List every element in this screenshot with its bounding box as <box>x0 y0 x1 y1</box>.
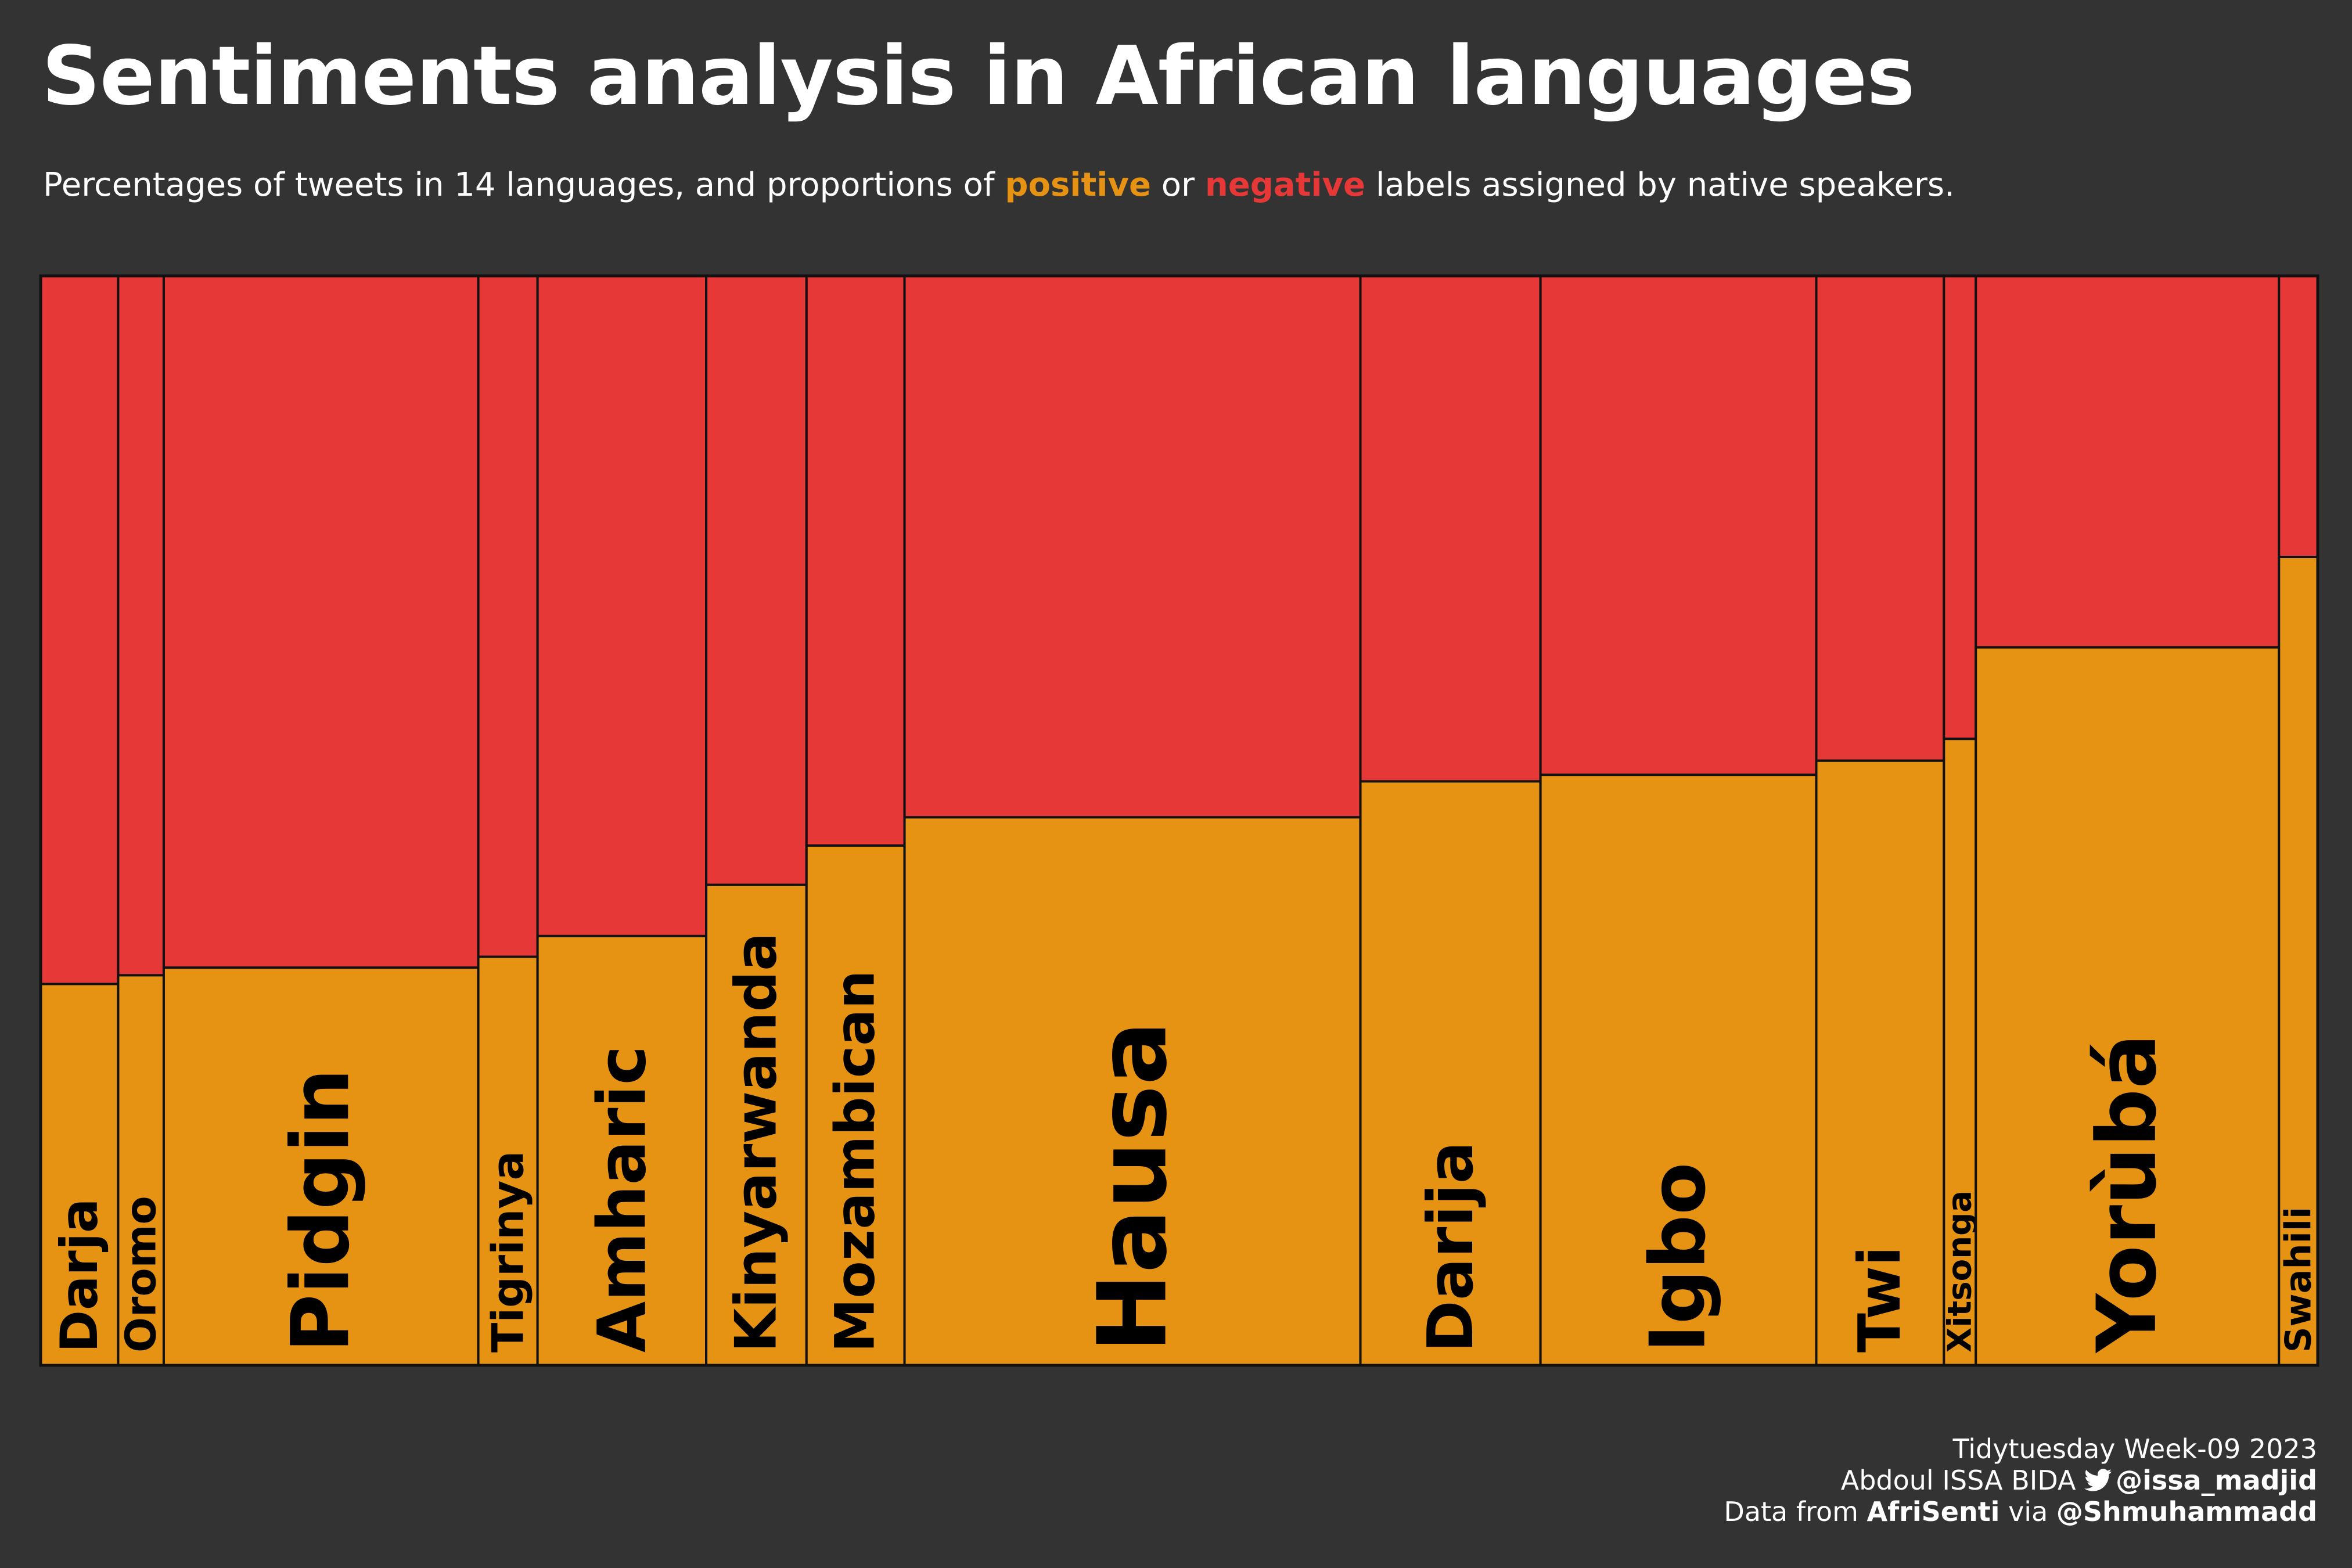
subtitle-middle: or <box>1150 166 1205 204</box>
mosaic-frame <box>39 274 2319 1367</box>
mosaic-column-igbo: Igbo <box>1539 275 1818 1366</box>
language-label-igbo: Igbo <box>1634 1162 1723 1353</box>
positive-segment-yoruba <box>1975 646 2281 1366</box>
positive-segment-xitsonga <box>1943 738 1977 1366</box>
mosaic-column-mozambican: Mozambican <box>805 275 906 1366</box>
caption-data-via: via <box>1999 1496 2056 1527</box>
language-label-twi: Twi <box>1847 1246 1914 1353</box>
subtitle-suffix: labels assigned by native speakers. <box>1365 166 1955 204</box>
mosaic-column-darija: Darija <box>1359 275 1542 1366</box>
mosaic-column-twi: Twi <box>1815 275 1945 1366</box>
positive-segment-oromo <box>117 974 165 1366</box>
language-label-darja: Darja <box>49 1199 109 1353</box>
caption-line-data: Data from AfriSenti via @Shmuhammadd <box>1724 1496 2317 1527</box>
subtitle-negative-keyword: negative <box>1204 166 1366 204</box>
negative-segment-darija <box>1359 275 1542 783</box>
caption-line-event: Tidytuesday Week-09 2023 <box>1952 1433 2317 1465</box>
negative-segment-tigrinya <box>477 275 539 958</box>
positive-segment-twi <box>1815 759 1945 1366</box>
mosaic-column-amharic: Amharic <box>536 275 708 1366</box>
mosaic-column-swahili: Swahili <box>2278 275 2319 1366</box>
language-label-kinyarwanda: Kinyarwanda <box>723 932 789 1353</box>
language-label-darija: Darija <box>1414 1141 1487 1353</box>
caption-handle[interactable]: @issa_madjid <box>2116 1465 2317 1496</box>
language-label-yoruba: Yorùbá <box>2080 1034 2175 1354</box>
positive-segment-tigrinya <box>477 955 539 1366</box>
mosaic-column-yoruba: Yorùbá <box>1975 275 2281 1366</box>
language-label-mozambican: Mozambican <box>824 970 887 1353</box>
negative-segment-xitsonga <box>1943 275 1977 740</box>
mosaic-column-darja: Darja <box>39 275 120 1366</box>
language-label-pidgin: Pidgin <box>275 1069 367 1353</box>
negative-segment-twi <box>1815 275 1945 762</box>
negative-segment-amharic <box>536 275 708 937</box>
negative-segment-hausa <box>903 275 1362 819</box>
negative-segment-yoruba <box>1975 275 2281 649</box>
language-label-tigrinya: Tigrinya <box>483 1151 534 1353</box>
caption-data-prefix: Data from <box>1724 1496 1867 1527</box>
positive-segment-igbo <box>1539 774 1818 1366</box>
caption: Tidytuesday Week-09 2023 Abdoul ISSA BID… <box>1724 1433 2317 1527</box>
chart-title: Sentiments analysis in African languages <box>42 29 1915 124</box>
mosaic-column-tigrinya: Tigrinya <box>477 275 539 1366</box>
negative-segment-kinyarwanda <box>705 275 808 886</box>
positive-segment-hausa <box>903 816 1362 1366</box>
mosaic-column-oromo: Oromo <box>117 275 166 1366</box>
subtitle-positive-keyword: positive <box>1005 166 1151 204</box>
positive-segment-kinyarwanda <box>705 883 808 1366</box>
language-label-xitsonga: Xitsonga <box>1941 1191 1979 1353</box>
caption-data-handle[interactable]: @Shmuhammadd <box>2056 1496 2317 1527</box>
language-label-oromo: Oromo <box>117 1196 166 1353</box>
language-label-swahili: Swahili <box>2278 1207 2319 1353</box>
mosaic-column-pidgin: Pidgin <box>162 275 480 1366</box>
mosaic-column-hausa: Hausa <box>903 275 1362 1366</box>
subtitle-prefix: Percentages of tweets in 14 languages, a… <box>43 166 1005 204</box>
caption-data-source: AfriSenti <box>1867 1496 2000 1527</box>
positive-segment-pidgin <box>162 966 480 1366</box>
negative-segment-swahili <box>2278 275 2319 559</box>
negative-segment-pidgin <box>162 275 480 969</box>
mosaic-column-xitsonga: Xitsonga <box>1941 275 1979 1366</box>
twitter-bird-icon <box>2084 1469 2112 1491</box>
language-label-hausa: Hausa <box>1077 1021 1188 1353</box>
mosaic-column-kinyarwanda: Kinyarwanda <box>705 275 808 1366</box>
chart-subtitle: Percentages of tweets in 14 languages, a… <box>43 167 1955 203</box>
negative-segment-igbo <box>1539 275 1818 776</box>
language-label-amharic: Amharic <box>583 1046 660 1353</box>
caption-line-author: Abdoul ISSA BIDA @issa_madjid <box>1724 1465 2317 1496</box>
negative-segment-darja <box>39 275 120 986</box>
negative-segment-oromo <box>117 275 165 977</box>
negative-segment-mozambican <box>805 275 906 847</box>
caption-author: Abdoul ISSA BIDA <box>1840 1465 2076 1496</box>
